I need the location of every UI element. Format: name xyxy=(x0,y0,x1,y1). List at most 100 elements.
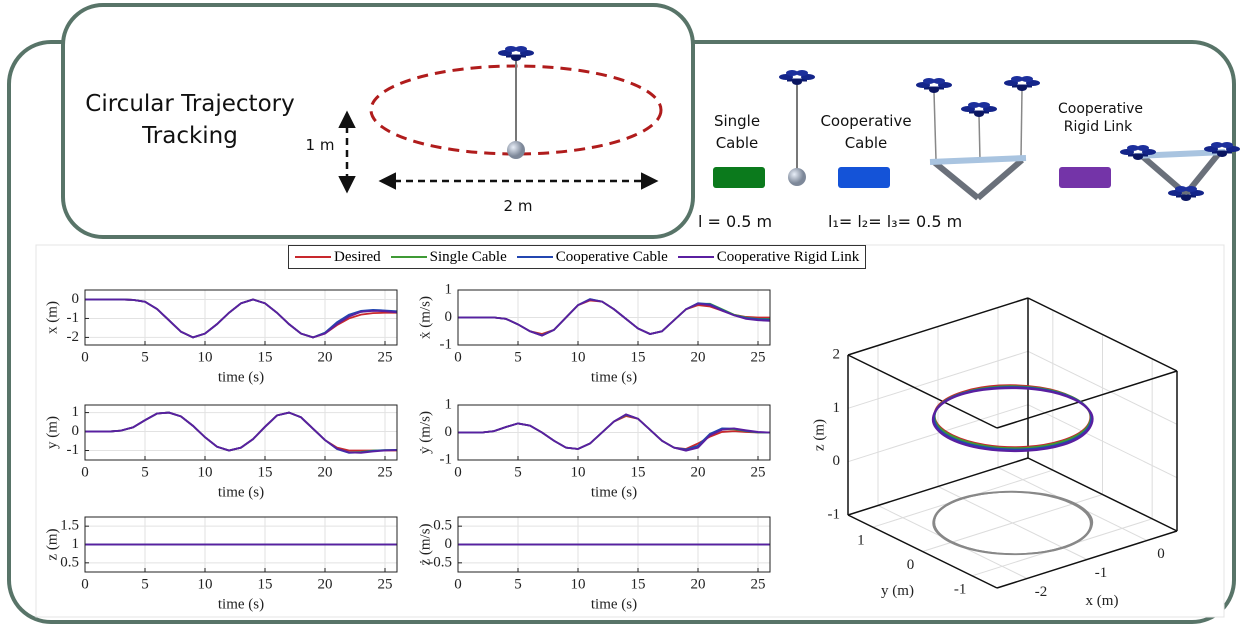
x-tick-label: 20 xyxy=(318,349,333,365)
x-tick-label: 25 xyxy=(378,464,393,480)
y-tick-label: 1 xyxy=(72,536,80,552)
x-axis-label: time (s) xyxy=(218,369,264,385)
x-tick-label: 25 xyxy=(751,349,766,365)
grid-line xyxy=(1027,350,1178,425)
axis-edge xyxy=(1027,457,1178,532)
x-tick-label: 5 xyxy=(141,349,149,365)
axes-frame xyxy=(84,404,398,461)
x-tick-label: 20 xyxy=(318,464,333,480)
legend-label: Cooperative Cable xyxy=(555,248,668,265)
y-tick-label: -1 xyxy=(440,336,453,352)
x-tick-label: 15 xyxy=(258,464,273,480)
y-tick-label: 0 xyxy=(72,291,80,307)
swatches xyxy=(713,167,1111,188)
y-tick-label: 0 xyxy=(72,423,80,439)
y-tick-label: 0 xyxy=(907,557,915,573)
axis-edge xyxy=(996,370,1178,429)
cooperative-cable-icon xyxy=(914,74,1042,201)
axes-frame xyxy=(457,404,771,461)
x-tick-label: 15 xyxy=(258,576,273,592)
y-axis-label: ż (m/s) xyxy=(417,523,433,565)
grid-line xyxy=(1027,404,1178,479)
x-tick-label: 25 xyxy=(751,576,766,592)
grid-line xyxy=(847,404,1029,463)
x-axis-label: time (s) xyxy=(218,484,264,500)
legend-swatch xyxy=(295,256,331,258)
x-tick-label: 15 xyxy=(258,349,273,365)
legend-swatch xyxy=(516,256,553,258)
legend: Desired Single Cable Cooperative Cable Coop… xyxy=(288,245,867,269)
x-tick-label: 20 xyxy=(318,576,333,592)
x-tick-label: 20 xyxy=(691,349,706,365)
y-axis-label: y (m) xyxy=(44,416,60,449)
legend-label: Cooperative Rigid Link xyxy=(716,248,860,265)
x-tick-label: 5 xyxy=(141,464,149,480)
x-axis-label: time (s) xyxy=(218,596,264,612)
y-tick-label: 1 xyxy=(445,396,453,412)
payload xyxy=(507,141,525,159)
x-tick-label: 25 xyxy=(378,576,393,592)
height-label: 1 m xyxy=(305,136,335,154)
z-tick-label: 0 xyxy=(833,453,841,469)
x-tick-label: 10 xyxy=(198,464,213,480)
width-label: 2 m xyxy=(503,197,533,215)
x-tick-label: 5 xyxy=(514,576,522,592)
y-tick-label: 1 xyxy=(857,533,865,549)
legend-item: Desired xyxy=(295,249,381,266)
x-tick-label: 20 xyxy=(691,576,706,592)
series-line xyxy=(458,413,771,452)
axes-frame xyxy=(84,289,398,346)
grid-line xyxy=(847,350,1029,409)
z-tick-label: -1 xyxy=(828,506,841,522)
config-param: l = 0.5 m xyxy=(698,212,773,231)
x-tick-label: -1 xyxy=(1095,565,1108,581)
z-tick-label: 1 xyxy=(833,400,841,416)
x-tick-label: 0 xyxy=(81,464,89,480)
config-swatch xyxy=(1059,167,1111,188)
legend-label: Single Cable xyxy=(429,248,507,265)
x-axis-label: time (s) xyxy=(591,369,637,385)
series-line xyxy=(85,411,398,454)
trajectory-3d xyxy=(931,386,1094,453)
x-tick-label: 0 xyxy=(81,576,89,592)
y-axis-label: x (m) xyxy=(44,301,60,334)
config-swatch xyxy=(838,167,890,188)
series-line xyxy=(458,298,771,337)
x-tick-label: 25 xyxy=(378,349,393,365)
x-tick-label: 5 xyxy=(514,349,522,365)
axes-frame xyxy=(84,516,398,573)
y-tick-label: -2 xyxy=(67,329,80,345)
x-tick-label: -2 xyxy=(1035,584,1048,600)
x-axis-label: time (s) xyxy=(591,596,637,612)
config-label: Cooperative Rigid Link xyxy=(1058,101,1144,135)
y-tick-label: 0.5 xyxy=(60,554,79,570)
y-tick-label: 1 xyxy=(72,404,80,420)
x-tick-label: 10 xyxy=(571,349,586,365)
y-tick-label: 1 xyxy=(445,281,453,297)
x-tick-label: 5 xyxy=(141,576,149,592)
y-axis-label: ẋ (m/s) xyxy=(417,296,433,339)
x-tick-label: 0 xyxy=(1157,546,1165,562)
config-swatch xyxy=(713,167,765,188)
y-tick-label: -1 xyxy=(440,451,453,467)
y-tick-label: 0 xyxy=(445,309,453,325)
legend-swatch xyxy=(677,256,714,258)
series-line xyxy=(85,298,398,339)
x-tick-label: 15 xyxy=(631,576,646,592)
payload xyxy=(788,168,806,186)
y-tick-label: -1 xyxy=(67,310,80,326)
z-tick-label: 2 xyxy=(833,346,841,362)
axis-edge xyxy=(847,457,1029,516)
y-axis-label: y (m) xyxy=(881,583,914,599)
x-tick-label: 25 xyxy=(751,464,766,480)
z-axis-label: z (m) xyxy=(811,419,827,451)
axis-edge xyxy=(847,514,998,589)
axes-frame xyxy=(457,516,771,573)
legend-item: Single Cable xyxy=(390,248,507,266)
title: Circular Trajectory Tracking xyxy=(85,91,295,149)
y-tick-label: 0 xyxy=(445,536,453,552)
x-tick-label: 10 xyxy=(571,464,586,480)
x-tick-label: 5 xyxy=(514,464,522,480)
y-axis-label: z (m) xyxy=(44,528,60,560)
